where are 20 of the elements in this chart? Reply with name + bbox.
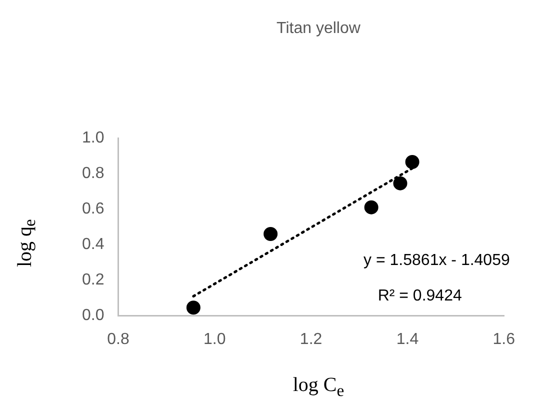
annotation: y = 1.5861x - 1.4059 [364,252,510,270]
point [393,176,408,190]
y-tick-label: 0.2 [82,272,104,289]
y-tick-label: 0.4 [82,236,104,254]
x-tick-label: 0.8 [107,330,130,348]
annotation: R² = 0.9424 [378,288,462,305]
x-axis-title: log C$_{e}$ [292,374,344,400]
x-tick-label: 1.0 [204,330,226,348]
point [405,155,420,170]
x-tick-label: 1.6 [492,330,516,348]
chart-title: Titan yellow [276,20,362,38]
y-tick-label: 0.0 [82,307,104,324]
point [264,227,278,242]
x-tick-label: 1.2 [300,330,322,348]
x-tick-label: 1.4 [396,330,419,348]
y-tick-label: 0.6 [82,200,104,218]
y-tick-label: 1.0 [82,129,104,146]
point [364,200,378,214]
point [186,300,200,315]
y-tick-label: 0.8 [82,164,104,182]
